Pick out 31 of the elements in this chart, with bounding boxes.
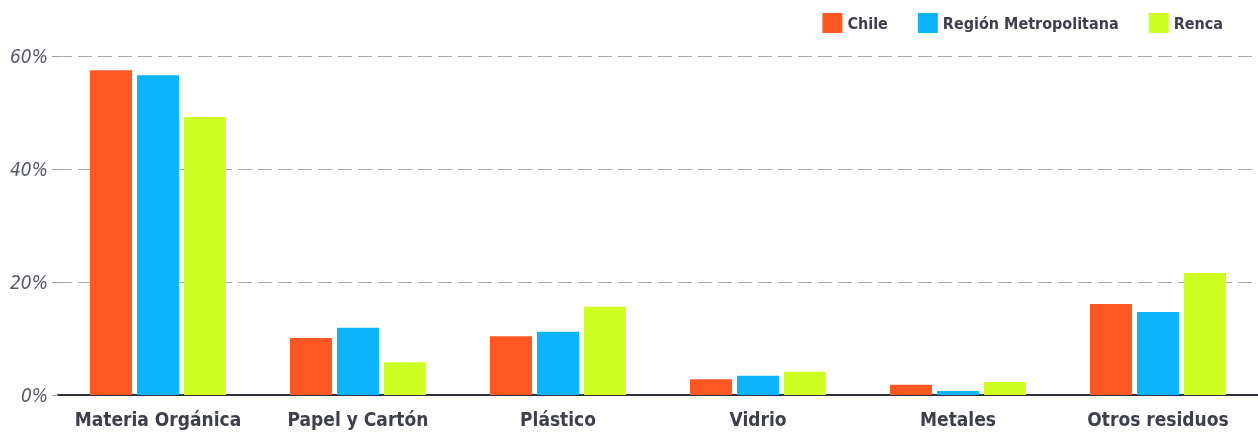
legend-label: Chile xyxy=(847,13,889,33)
x-tick-label: Papel y Cartón xyxy=(287,407,429,430)
bar xyxy=(137,75,179,395)
y-tick-label: 40% xyxy=(10,158,48,180)
bar xyxy=(690,379,732,395)
bar xyxy=(1137,311,1179,395)
y-tick-label: 60% xyxy=(10,45,48,67)
bar xyxy=(90,70,132,395)
bar xyxy=(537,331,579,395)
x-tick-label: Otros residuos xyxy=(1087,407,1229,430)
bar xyxy=(1090,304,1132,395)
bar xyxy=(937,391,979,395)
y-tick-label: 0% xyxy=(20,384,48,406)
bar xyxy=(984,382,1026,395)
x-tick-label: Plástico xyxy=(520,407,597,430)
x-tick-label: Metales xyxy=(920,407,996,430)
bar xyxy=(584,306,626,395)
y-tick-label: 20% xyxy=(10,271,48,293)
bar xyxy=(1184,272,1226,395)
x-tick-label: Materia Orgánica xyxy=(74,407,242,430)
legend-label: Renca xyxy=(1173,13,1223,33)
bar xyxy=(337,327,379,395)
bar xyxy=(384,362,426,395)
bar xyxy=(890,384,932,395)
x-tick-label: Vidrio xyxy=(729,407,787,430)
bar xyxy=(184,117,226,395)
legend-label: Región Metropolitana xyxy=(942,13,1119,33)
bar xyxy=(490,336,532,395)
bar xyxy=(290,337,332,395)
bar xyxy=(784,371,826,395)
bar xyxy=(737,375,779,395)
